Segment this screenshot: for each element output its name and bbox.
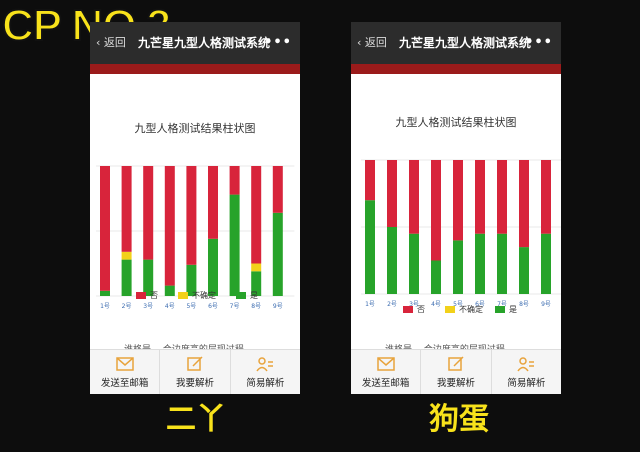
bar-9号-否: [541, 160, 551, 234]
back-button[interactable]: ‹ 返回: [96, 36, 126, 49]
x-tick-label: 2号: [387, 301, 397, 308]
app-title: 九芒星九型人格测试系统: [138, 36, 271, 50]
accent-bar: [90, 64, 300, 74]
bar-9号-否: [272, 166, 283, 213]
bar-3号-否: [409, 160, 419, 234]
my-analysis-button[interactable]: 我要解析: [421, 350, 492, 394]
x-tick-label: 3号: [143, 303, 153, 310]
legend-yes: 是: [495, 304, 517, 315]
x-tick-label: 2号: [122, 303, 132, 310]
bar-8号-是: [519, 247, 529, 294]
chart-title: 九型人格测试结果柱状图: [134, 122, 256, 135]
bar-5号-是: [186, 264, 197, 296]
bar-4号-否: [164, 166, 175, 286]
bar-3号-是: [409, 233, 419, 294]
x-tick-label: 1号: [365, 301, 375, 308]
accent-bar: [351, 64, 561, 74]
bar-3号-否: [143, 166, 154, 260]
chart-title: 九型人格测试结果柱状图: [395, 116, 517, 129]
back-label: 返回: [364, 36, 387, 49]
x-tick-label: 6号: [475, 301, 485, 308]
more-menu-icon[interactable]: •••: [525, 35, 553, 50]
envelope-icon: [376, 356, 395, 371]
bar-3号-是: [143, 259, 154, 296]
legend-unsure: 不确定: [445, 304, 483, 315]
bar-2号-否: [387, 160, 397, 227]
user-list-icon: [256, 356, 274, 371]
legend-unsure: 不确定: [178, 290, 216, 301]
x-tick-label: 5号: [186, 303, 196, 310]
caption-left: 二丫: [166, 402, 226, 437]
more-menu-icon[interactable]: •••: [264, 35, 292, 50]
phone-screenshot-right: ‹ 返回 九芒星九型人格测试系统 ••• 九型人格测试结果柱状图 1号 2号 3号 4…: [351, 22, 561, 394]
back-button[interactable]: ‹ 返回: [357, 36, 387, 49]
bar-9号-是: [541, 233, 551, 294]
x-tick-label: 4号: [165, 303, 175, 310]
bar-8号-否: [251, 166, 262, 264]
bar-8号-是: [251, 271, 262, 296]
bar-6号-是: [475, 233, 485, 294]
bar-chart: 1号 2号 3号 4号 5号 6号 7号 8号 9号: [96, 165, 295, 310]
bar-4号-否: [431, 160, 441, 261]
x-tick-label: 7号: [230, 303, 240, 310]
bar-5号-是: [453, 240, 463, 294]
bar-1号-否: [365, 160, 375, 201]
edit-icon: [448, 355, 464, 371]
bar-6号-否: [475, 160, 485, 234]
bar-4号-是: [431, 260, 441, 294]
bar-7号-是: [229, 194, 240, 296]
user-list-icon: [517, 356, 535, 371]
bar-6号-否: [208, 166, 218, 239]
bar-5号-否: [186, 166, 197, 265]
bottom-action-bar: 发送至邮箱 我要解析 简易解析: [90, 349, 300, 394]
send-to-email-button[interactable]: 发送至邮箱: [351, 350, 422, 394]
bottom-action-bar: 发送至邮箱 我要解析 简易解析: [351, 349, 561, 394]
bar-7号-是: [497, 233, 507, 294]
simple-analysis-button[interactable]: 简易解析: [492, 350, 561, 394]
send-to-email-button[interactable]: 发送至邮箱: [90, 350, 161, 394]
envelope-icon: [115, 356, 134, 371]
bar-7号-否: [497, 160, 507, 234]
x-tick-label: 9号: [273, 303, 283, 310]
bar-5号-否: [453, 160, 463, 241]
legend-yes: 是: [236, 290, 258, 301]
bar-1号-否: [100, 166, 110, 291]
simple-analysis-button[interactable]: 简易解析: [231, 350, 300, 394]
bar-6号-是: [208, 238, 218, 296]
x-tick-label: 1号: [100, 303, 110, 310]
bar-8号-不确定: [251, 263, 262, 272]
bar-7号-否: [229, 166, 240, 195]
x-tick-label: 3号: [409, 301, 419, 308]
bar-4号-是: [164, 285, 175, 296]
top-nav-bar: ‹ 返回 九芒星九型人格测试系统 •••: [90, 22, 300, 64]
back-label: 返回: [103, 36, 126, 49]
x-tick-label: 5号: [453, 301, 463, 308]
x-tick-label: 6号: [208, 303, 218, 310]
x-tick-label: 9号: [541, 301, 551, 308]
bar-1号-是: [100, 290, 110, 296]
bar-1号-是: [365, 200, 375, 294]
x-tick-label: 8号: [251, 303, 261, 310]
x-tick-label: 4号: [431, 301, 441, 308]
caption-right: 狗蛋: [429, 402, 489, 437]
bar-2号-不确定: [121, 251, 132, 260]
legend-no: 否: [403, 304, 425, 315]
bar-2号-否: [121, 166, 132, 252]
legend-no: 否: [136, 290, 158, 301]
app-title: 九芒星九型人格测试系统: [399, 36, 532, 50]
phone-screenshot-left: ‹ 返回 九芒星九型人格测试系统 ••• 九型人格测试结果柱状图 1号 2号 3号 4…: [90, 22, 300, 394]
bar-2号-是: [387, 227, 397, 294]
my-analysis-button[interactable]: 我要解析: [160, 350, 231, 394]
bar-8号-否: [519, 160, 529, 248]
bar-2号-是: [121, 259, 132, 296]
bar-chart: 1号 2号 3号 4号 5号 6号 7号 8号 9号: [361, 159, 561, 308]
edit-icon: [187, 355, 203, 371]
bar-9号-是: [272, 212, 283, 296]
x-tick-label: 8号: [519, 301, 529, 308]
top-nav-bar: ‹ 返回 九芒星九型人格测试系统 •••: [351, 22, 561, 64]
x-tick-label: 7号: [497, 301, 507, 308]
